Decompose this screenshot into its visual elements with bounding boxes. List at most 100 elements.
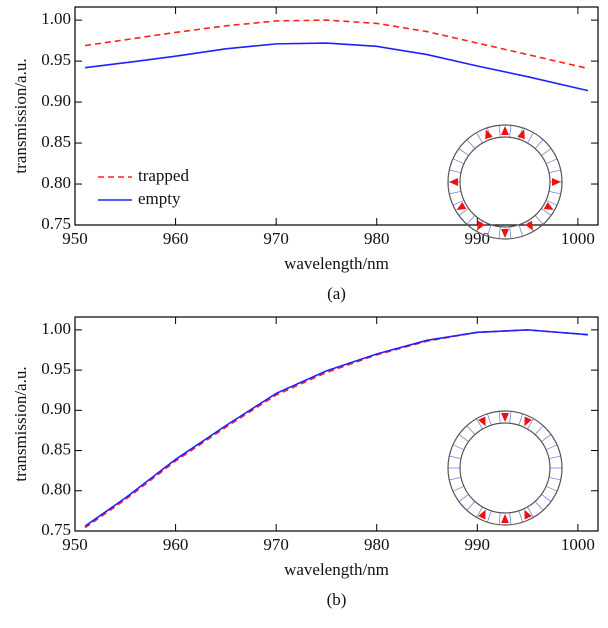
ring-spoke — [541, 148, 552, 156]
ring-spoke — [452, 444, 465, 451]
ring-spoke — [509, 411, 512, 424]
x-tick-label: 960 — [163, 535, 189, 554]
y-tick-label: 0.95 — [41, 50, 71, 69]
ring-spoke — [458, 208, 469, 216]
x-tick-label: 950 — [62, 535, 88, 554]
series-line — [84, 19, 589, 70]
ring-arrow — [478, 416, 486, 427]
y-tick-label: 0.85 — [41, 132, 71, 151]
y-tick-label: 1.00 — [41, 319, 71, 338]
ring-spoke — [466, 425, 476, 435]
ring-spoke — [509, 226, 512, 239]
ring-spoke — [541, 208, 552, 216]
ring-inner — [459, 136, 551, 228]
ring-arrow — [478, 509, 486, 520]
y-tick-label: 0.75 — [41, 520, 71, 539]
x-tick-label: 990 — [465, 229, 491, 248]
ring-spoke — [541, 434, 552, 442]
x-tick-label: 1000 — [561, 535, 595, 554]
ring-spoke — [534, 501, 544, 511]
legend-label: trapped — [138, 166, 189, 185]
ring-spoke — [534, 215, 544, 225]
ring-arrow — [485, 129, 493, 140]
ring-spoke — [541, 494, 552, 502]
ring-arrow — [456, 202, 467, 210]
y-axis-label: transmission/a.u. — [11, 366, 30, 481]
ring-arrow — [543, 202, 554, 210]
ring-spoke — [527, 506, 534, 518]
x-tick-label: 960 — [163, 229, 189, 248]
x-tick-label: 950 — [62, 229, 88, 248]
y-tick-label: 0.75 — [41, 214, 71, 233]
ring-spoke — [545, 158, 558, 165]
ring-spoke — [476, 418, 483, 430]
series-line — [84, 42, 589, 92]
ring-spoke — [498, 512, 501, 525]
ring-spoke — [548, 169, 561, 174]
ring-spoke — [476, 506, 483, 518]
x-tick-label: 980 — [364, 229, 390, 248]
ring-arrow — [552, 178, 561, 186]
ring-spoke — [487, 224, 492, 237]
x-tick-label: 970 — [263, 229, 289, 248]
ring-spoke — [534, 139, 544, 149]
ring-spoke — [449, 455, 462, 460]
ring-spoke — [476, 132, 483, 144]
ring-spoke — [518, 510, 523, 523]
ring-spoke — [518, 413, 523, 426]
ring-spoke — [458, 434, 469, 442]
ring-spoke — [466, 139, 476, 149]
plot-frame — [74, 316, 599, 532]
ring-spoke — [545, 485, 558, 492]
ring-arrow — [517, 129, 525, 140]
x-axis-label: wavelength/nm — [284, 254, 389, 273]
ring-spoke — [452, 199, 465, 206]
ring-spoke — [458, 494, 469, 502]
y-tick-label: 0.95 — [41, 359, 71, 378]
ring-spoke — [452, 485, 465, 492]
y-tick-label: 0.90 — [41, 399, 71, 418]
ring-spoke — [487, 510, 492, 523]
ring-spoke — [466, 215, 476, 225]
y-axis-label: transmission/a.u. — [11, 58, 30, 173]
ring-spoke — [548, 190, 561, 195]
ring-spoke — [449, 169, 462, 174]
ring-spoke — [452, 158, 465, 165]
y-tick-label: 1.00 — [41, 9, 71, 28]
ring-spoke — [545, 199, 558, 206]
caption: (a) — [327, 284, 346, 303]
ring-spoke — [548, 455, 561, 460]
ring-spoke — [449, 476, 462, 481]
ring-spoke — [498, 125, 501, 138]
legend-label: empty — [138, 189, 181, 208]
ring-spoke — [518, 224, 523, 237]
ring-arrow — [524, 416, 532, 427]
x-tick-label: 990 — [465, 535, 491, 554]
ring-spoke — [509, 125, 512, 138]
series-line — [84, 329, 589, 529]
ring-spoke — [466, 501, 476, 511]
x-tick-label: 1000 — [561, 229, 595, 248]
ring-spoke — [487, 413, 492, 426]
ring-spoke — [548, 476, 561, 481]
ring-outer — [447, 124, 563, 240]
x-axis-label: wavelength/nm — [284, 560, 389, 579]
ring-arrow — [477, 220, 485, 231]
y-tick-label: 0.90 — [41, 91, 71, 110]
ring-arrow — [449, 178, 458, 186]
ring-arrow — [501, 413, 509, 422]
y-tick-label: 0.80 — [41, 173, 71, 192]
y-tick-label: 0.85 — [41, 439, 71, 458]
y-tick-label: 0.80 — [41, 480, 71, 499]
ring-spoke — [458, 148, 469, 156]
ring-outer — [447, 410, 563, 526]
ring-arrow — [501, 514, 509, 523]
ring-spoke — [509, 512, 512, 525]
ring-spoke — [527, 418, 534, 430]
ring-arrow — [501, 126, 509, 135]
ring-arrow — [501, 229, 509, 238]
ring-arrow — [524, 509, 532, 520]
ring-spoke — [527, 132, 534, 144]
ring-arrow — [525, 220, 533, 231]
